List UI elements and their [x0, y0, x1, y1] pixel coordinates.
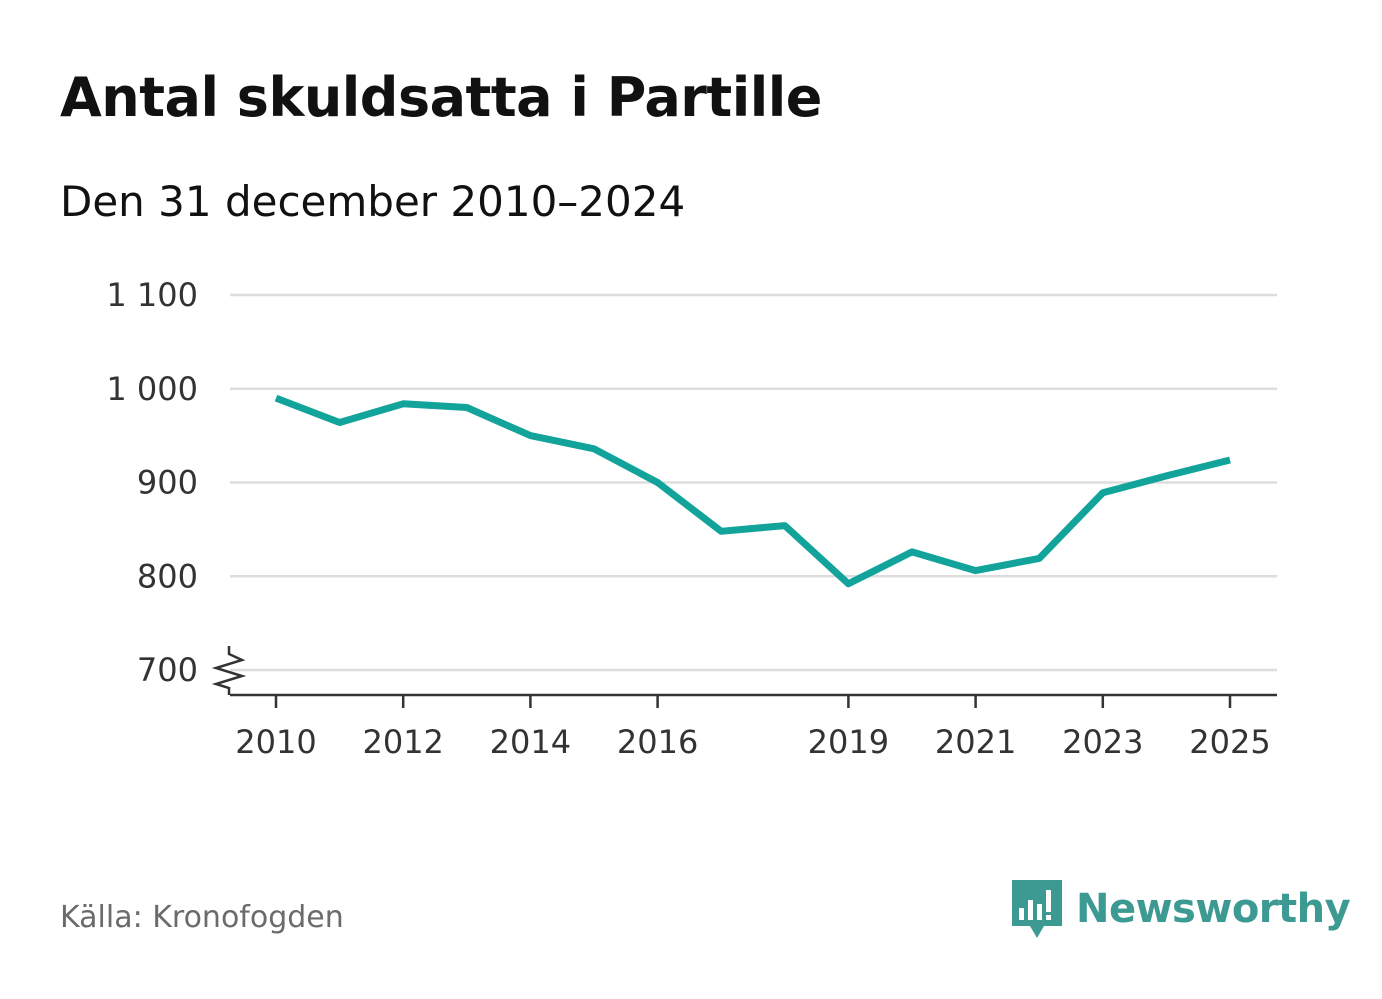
chart-subtitle: Den 31 december 2010–2024	[60, 177, 686, 226]
x-tick-label: 2021	[935, 723, 1016, 761]
data-point-2021	[972, 567, 979, 574]
y-tick-label: 1 100	[106, 276, 198, 314]
brand-name: Newsworthy	[1076, 886, 1351, 932]
data-point-2023	[1099, 489, 1106, 496]
x-axis	[211, 646, 1277, 708]
data-point-2015	[591, 445, 598, 452]
source-note: Källa: Kronofogden	[60, 900, 344, 935]
x-tick-label: 2023	[1062, 723, 1143, 761]
data-point-2022	[1036, 555, 1043, 562]
x-axis-labels: 2010 2012 2014 2016 2019 2021 2023 2025	[235, 723, 1270, 761]
series-line-0	[274, 394, 1231, 588]
y-tick-label: 700	[137, 651, 198, 689]
data-point-2019	[845, 580, 852, 587]
series-layer	[273, 394, 1234, 588]
x-tick-label: 2016	[617, 723, 698, 761]
grid-lines	[230, 293, 1277, 672]
x-tick-label: 2019	[808, 723, 889, 761]
data-point-2024	[1163, 472, 1170, 479]
data-point-2016	[654, 479, 661, 486]
data-point-2017	[718, 528, 725, 535]
data-point-2012	[400, 400, 407, 407]
y-tick-label: 900	[137, 464, 198, 502]
data-point-2011	[336, 419, 343, 426]
chart-title: Antal skuldsatta i Partille	[60, 66, 822, 129]
x-tick-label: 2012	[362, 723, 443, 761]
data-point-2018	[781, 522, 788, 529]
data-point-2025	[1227, 457, 1234, 464]
data-point-2020	[909, 548, 916, 555]
y-axis-labels: 700 800 900 1 000 1 100	[106, 276, 198, 689]
data-point-2014	[527, 432, 534, 439]
x-tick-label: 2025	[1189, 723, 1270, 761]
x-tick-label: 2014	[490, 723, 571, 761]
y-tick-label: 800	[137, 557, 198, 595]
data-point-2010	[273, 395, 280, 402]
y-axis-break-icon	[211, 646, 247, 695]
x-tick-label: 2010	[235, 723, 316, 761]
brand-logo: Newsworthy	[1010, 878, 1351, 940]
data-point-2013	[463, 404, 470, 411]
y-tick-label: 1 000	[106, 370, 198, 408]
bar-chart-speech-bubble-icon	[1012, 880, 1062, 938]
